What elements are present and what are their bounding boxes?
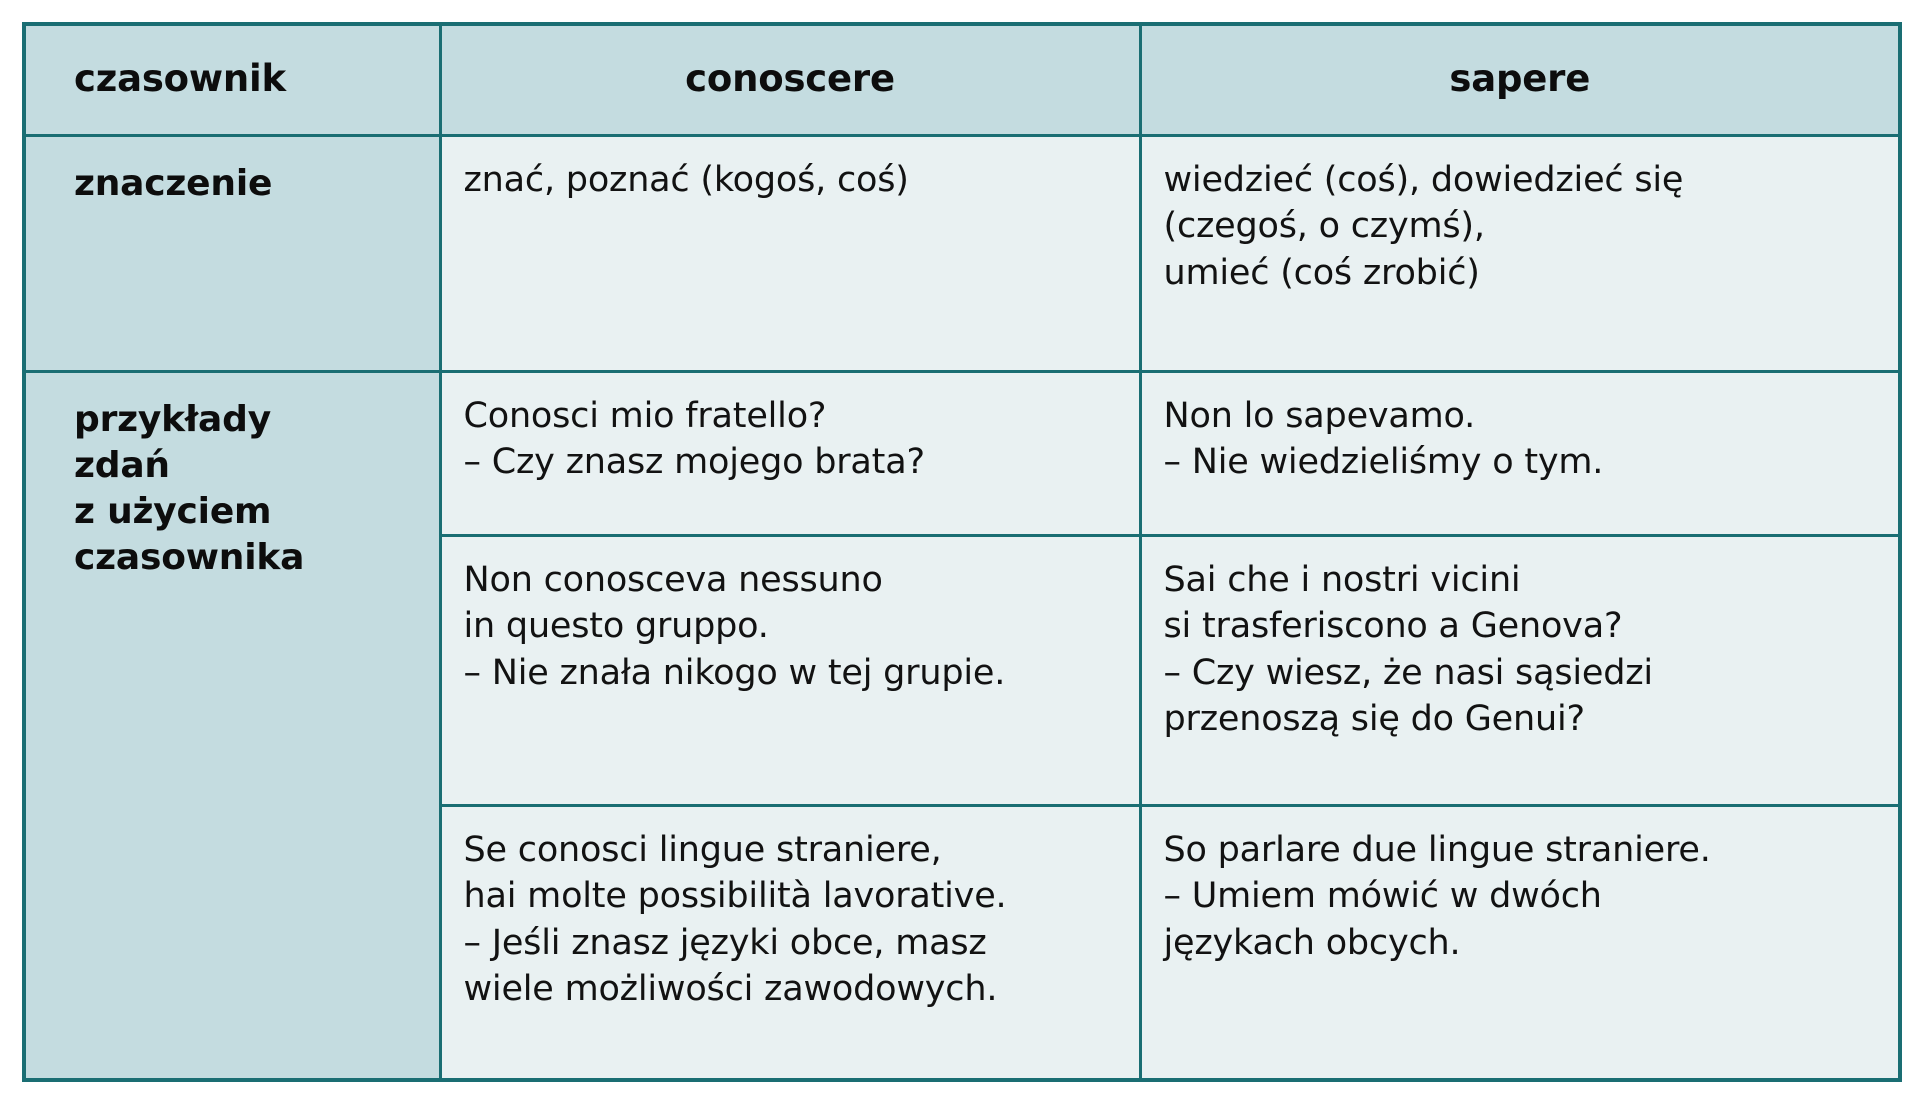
cell-text-example1-sapere: Non lo sapevamo. – Nie wiedzieliśmy o ty… — [1163, 395, 1604, 483]
table-row-meaning: znaczenie znać, poznać (kogoś, coś) wied… — [22, 133, 1902, 373]
cell-example1-conoscere: Conosci mio fratello? – Czy znasz mojego… — [438, 369, 1142, 537]
cell-text-example2-sapere: Sai che i nostri vicini si trasferiscono… — [1163, 559, 1654, 740]
cell-example3-sapere: So parlare due lingue straniere. – Umiem… — [1138, 803, 1902, 1082]
row-label-meaning: znaczenie — [74, 162, 273, 204]
table-row-example-3: Se conosci lingue straniere, hai molte p… — [24, 803, 1902, 1082]
cell-example2-sapere: Sai che i nostri vicini si trasferiscono… — [1138, 533, 1902, 807]
header-cell-conoscere: conoscere — [438, 22, 1142, 137]
cell-example3-conoscere: Se conosci lingue straniere, hai molte p… — [438, 803, 1142, 1082]
cell-text-example1-conoscere: Conosci mio fratello? – Czy znasz mojego… — [463, 395, 926, 483]
row-label-cell-meaning: znaczenie — [22, 133, 442, 373]
cell-meaning-sapere: wiedzieć (coś), dowiedzieć się (czegoś, … — [1138, 133, 1902, 373]
cell-text-meaning-sapere: wiedzieć (coś), dowiedzieć się (czegoś, … — [1163, 159, 1684, 293]
cell-text-example3-conoscere: Se conosci lingue straniere, hai molte p… — [463, 829, 1007, 1010]
cell-text-example3-sapere: So parlare due lingue straniere. – Umiem… — [1163, 829, 1711, 963]
verb-comparison-table: czasownik conoscere sapere znaczenie zna… — [22, 22, 1902, 1082]
cell-example1-sapere: Non lo sapevamo. – Nie wiedzieliśmy o ty… — [1138, 369, 1902, 537]
header-conoscere-text: conoscere — [685, 57, 895, 101]
header-cell-sapere: sapere — [1138, 22, 1902, 137]
cell-text-meaning-conoscere: znać, poznać (kogoś, coś) — [463, 159, 909, 200]
header-label-text: czasownik — [74, 57, 286, 101]
header-sapere-text: sapere — [1449, 57, 1591, 101]
row-label-examples: przykłady zdań z użyciem czasownika — [74, 398, 305, 578]
header-cell-label: czasownik — [22, 22, 442, 137]
row-label-cell-examples: przykłady zdań z użyciem czasownika — [22, 369, 442, 1082]
cell-text-example2-conoscere: Non conosceva nessuno in questo gruppo. … — [463, 559, 1006, 693]
cell-meaning-conoscere: znać, poznać (kogoś, coś) — [438, 133, 1142, 373]
table-header-row: czasownik conoscere sapere — [22, 22, 1902, 137]
table-row-example-2: Non conosceva nessuno in questo gruppo. … — [24, 533, 1902, 807]
cell-example2-conoscere: Non conosceva nessuno in questo gruppo. … — [438, 533, 1142, 807]
table-row-example-1: przykłady zdań z użyciem czasownika Cono… — [22, 369, 1902, 1082]
